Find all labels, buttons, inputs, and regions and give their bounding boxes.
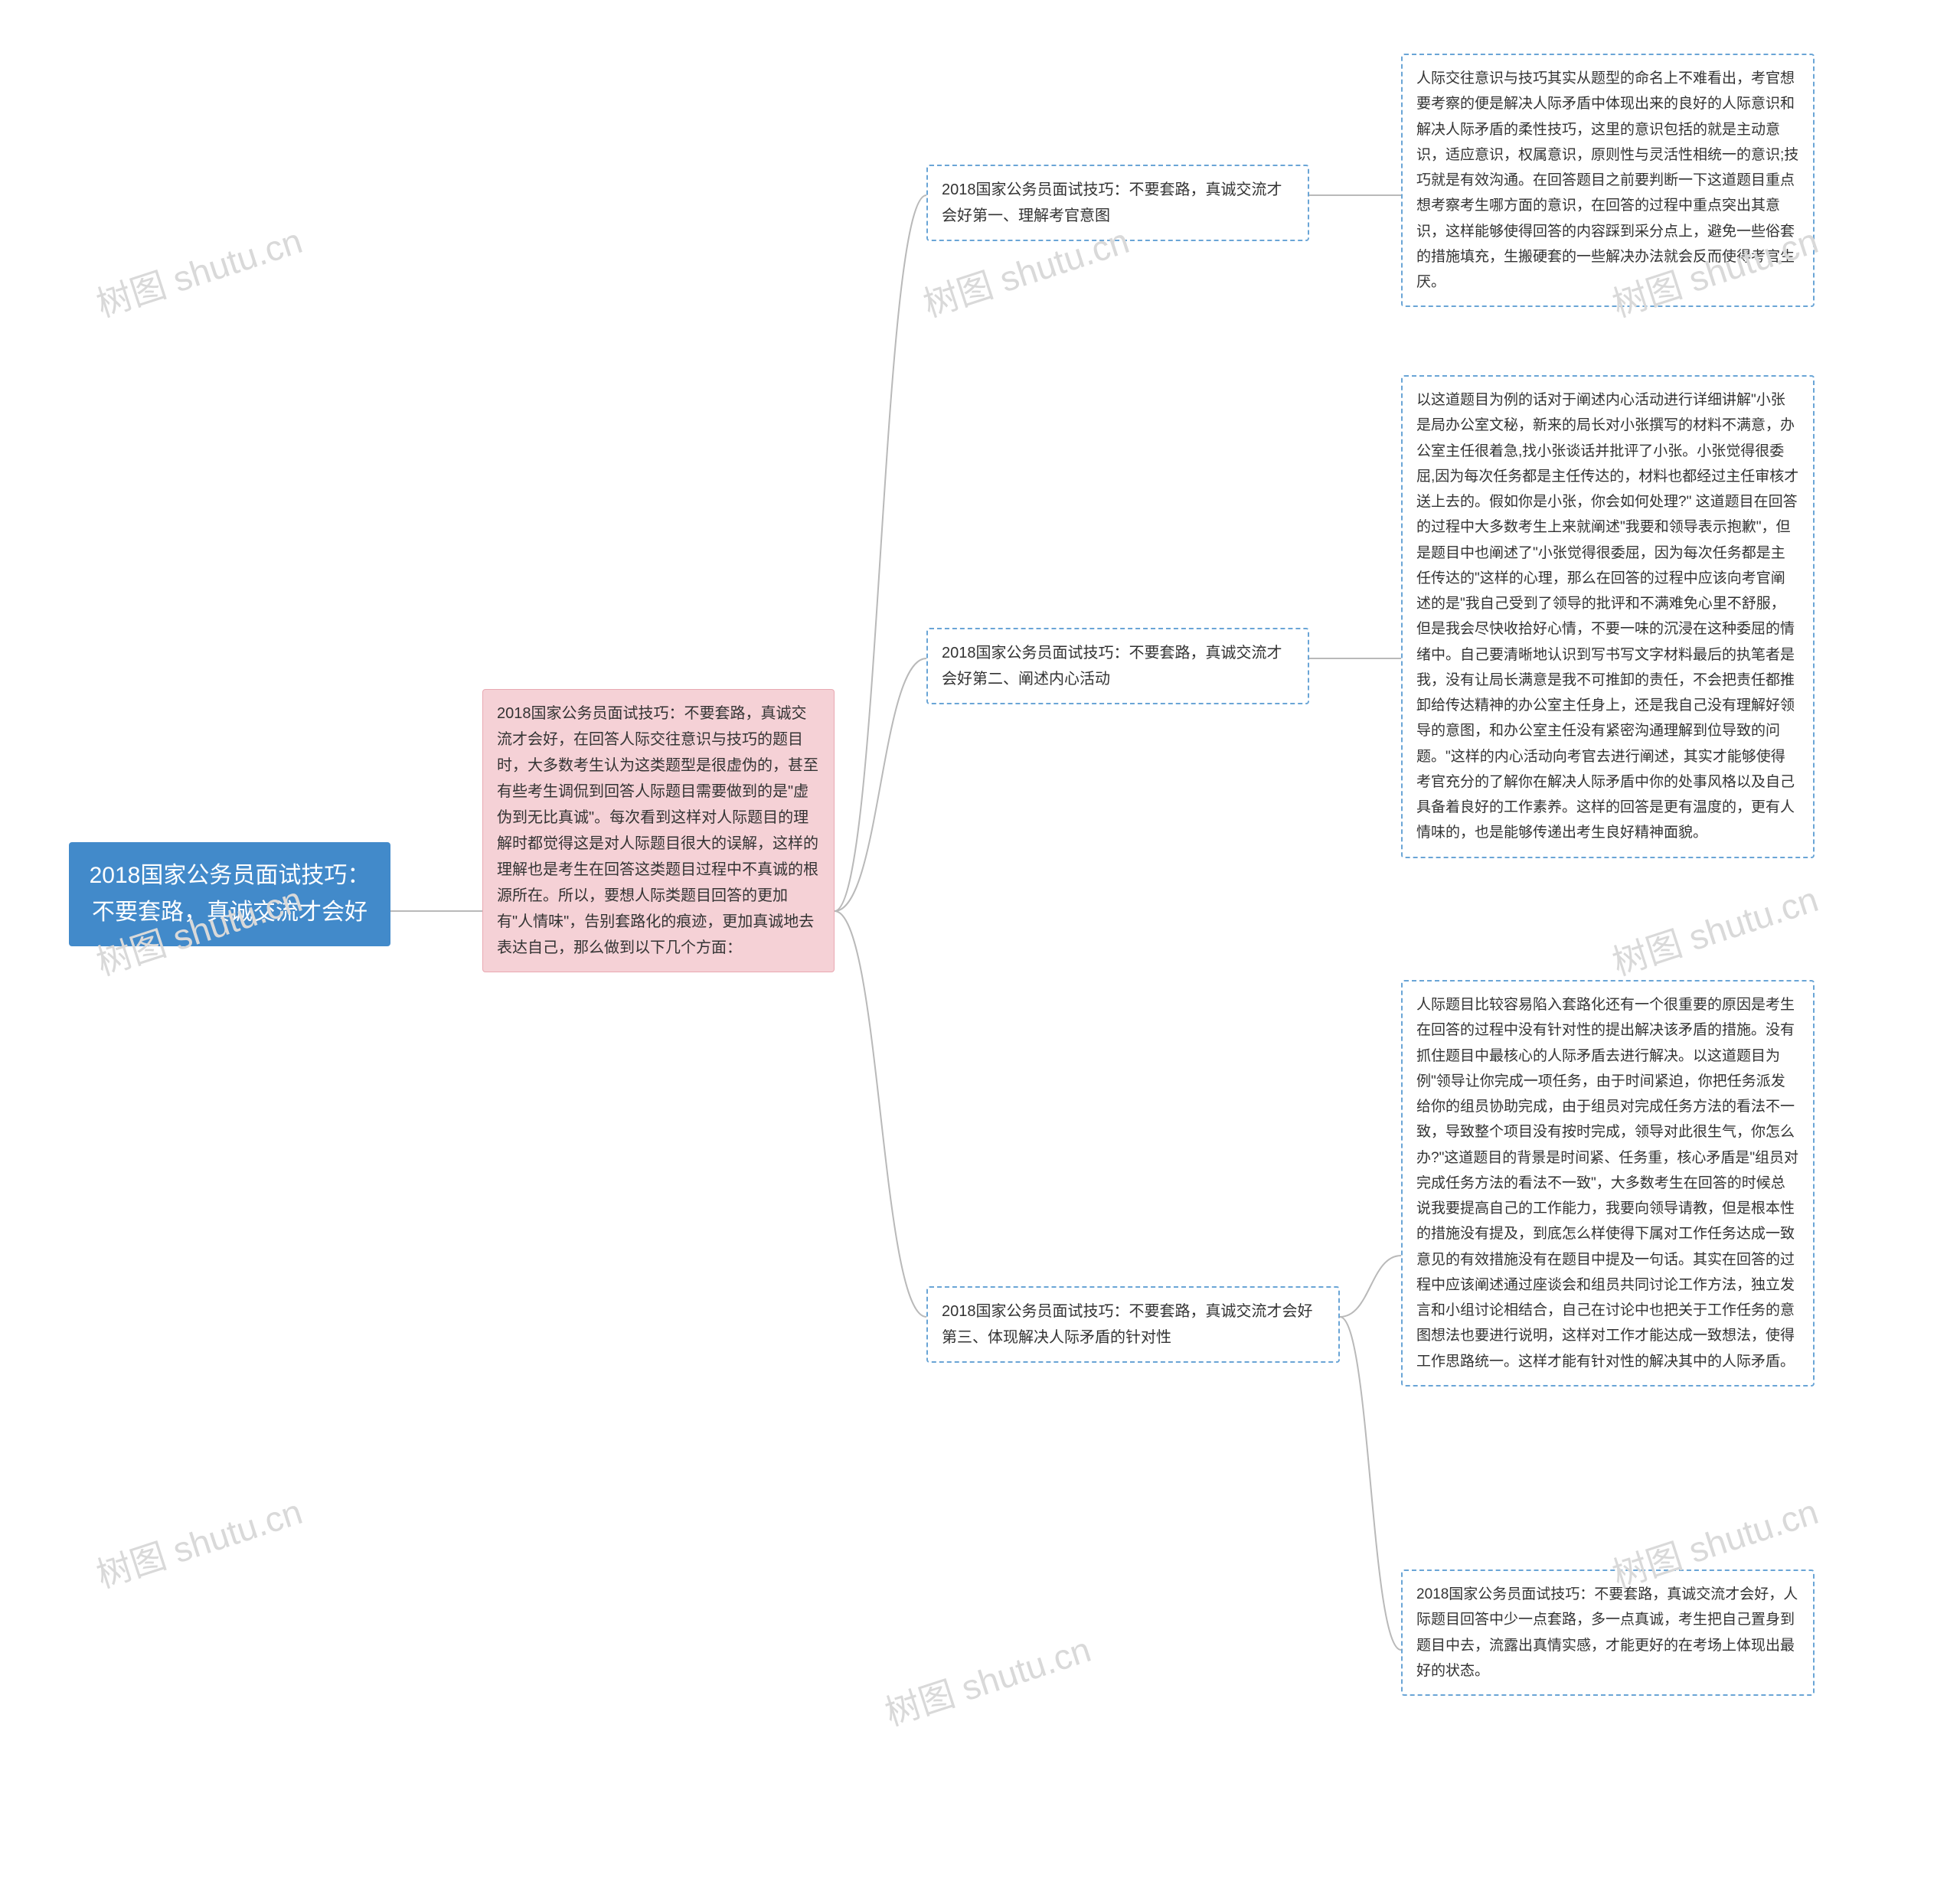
leaf-2: 以这道题目为例的话对于阐述内心活动进行详细讲解"小张是局办公室文秘，新来的局长对… [1401,375,1815,858]
leaf-3-text: 人际题目比较容易陷入套路化还有一个很重要的原因是考生在回答的过程中没有针对性的提… [1416,997,1798,1370]
branch-2: 2018国家公务员面试技巧：不要套路，真诚交流才会好第二、阐述内心活动 [926,628,1309,704]
watermark: 树图 shutu.cn [90,214,308,328]
leaf-1: 人际交往意识与技巧其实从题型的命名上不难看出，考官想要考察的便是解决人际矛盾中体… [1401,54,1815,307]
leaf-4: 2018国家公务员面试技巧：不要套路，真诚交流才会好，人际题目回答中少一点套路，… [1401,1569,1815,1696]
intro-text: 2018国家公务员面试技巧：不要套路，真诚交流才会好，在回答人际交往意识与技巧的… [497,705,818,956]
mindmap-root: 2018国家公务员面试技巧：不要套路，真诚交流才会好 [69,842,390,946]
branch-3: 2018国家公务员面试技巧：不要套路，真诚交流才会好第三、体现解决人际矛盾的针对… [926,1286,1340,1363]
root-text: 2018国家公务员面试技巧：不要套路，真诚交流才会好 [90,863,371,925]
leaf-3: 人际题目比较容易陷入套路化还有一个很重要的原因是考生在回答的过程中没有针对性的提… [1401,980,1815,1387]
leaf-4-text: 2018国家公务员面试技巧：不要套路，真诚交流才会好，人际题目回答中少一点套路，… [1416,1586,1798,1679]
branch-1-text: 2018国家公务员面试技巧：不要套路，真诚交流才会好第一、理解考官意图 [942,181,1282,224]
watermark: 树图 shutu.cn [90,1485,308,1599]
branch-3-text: 2018国家公务员面试技巧：不要套路，真诚交流才会好第三、体现解决人际矛盾的针对… [942,1303,1313,1346]
mindmap-intro: 2018国家公务员面试技巧：不要套路，真诚交流才会好，在回答人际交往意识与技巧的… [482,689,835,972]
branch-2-text: 2018国家公务员面试技巧：不要套路，真诚交流才会好第二、阐述内心活动 [942,645,1282,688]
leaf-1-text: 人际交往意识与技巧其实从题型的命名上不难看出，考官想要考察的便是解决人际矛盾中体… [1416,70,1798,290]
watermark: 树图 shutu.cn [1606,872,1824,986]
leaf-2-text: 以这道题目为例的话对于阐述内心活动进行详细讲解"小张是局办公室文秘，新来的局长对… [1416,392,1798,841]
branch-1: 2018国家公务员面试技巧：不要套路，真诚交流才会好第一、理解考官意图 [926,165,1309,241]
watermark: 树图 shutu.cn [878,1622,1096,1736]
